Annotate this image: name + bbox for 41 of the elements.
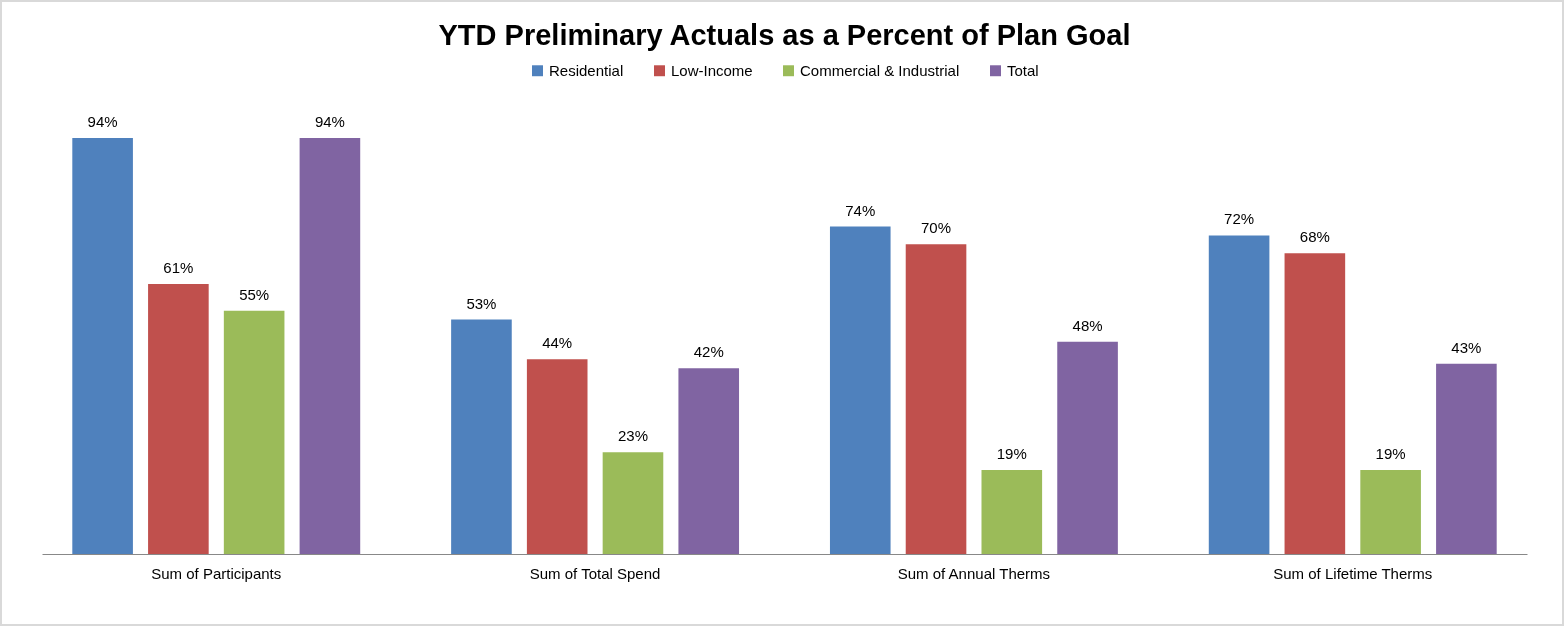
bar [299,138,361,554]
bar [1057,341,1118,554]
x-tick-label: Sum of Total Spend [529,564,661,582]
data-label: 48% [1072,316,1103,334]
data-label: 74% [845,201,876,219]
legend-label: Commercial & Industrial [800,61,960,79]
data-label: 72% [1224,210,1255,228]
bar [981,469,1043,554]
x-tick-label: Sum of Participants [151,564,282,582]
bar [148,284,209,554]
data-label: 43% [1451,338,1482,356]
data-label: 19% [996,444,1027,462]
data-label: 23% [617,427,648,445]
bar [1284,253,1346,554]
bar [602,452,664,554]
bar [905,244,967,554]
bar [678,368,740,554]
bar [72,138,133,554]
data-label: 53% [466,294,497,312]
bar [1436,363,1497,554]
chart-title: YTD Preliminary Actuals as a Percent of Plan Goal [438,19,1131,51]
legend-label: Total [1007,61,1039,79]
legend-label: Low-Income [671,61,753,79]
data-label: 55% [239,285,270,303]
x-tick-label: Sum of Lifetime Therms [1273,564,1433,582]
bar [1208,235,1270,554]
data-label: 70% [921,219,952,237]
bar [223,310,285,554]
bar [451,319,512,554]
data-label: 44% [542,334,573,352]
data-label: 68% [1299,228,1330,246]
data-label: 19% [1375,444,1406,462]
data-label: 61% [163,259,194,277]
legend-label: Residential [549,61,624,79]
x-tick-label: Sum of Annual Therms [897,564,1051,582]
data-label: 42% [693,343,724,361]
data-label: 94% [87,113,118,131]
bar [526,359,588,554]
bar [1360,469,1421,554]
bar [829,226,891,554]
data-label: 94% [314,113,345,131]
